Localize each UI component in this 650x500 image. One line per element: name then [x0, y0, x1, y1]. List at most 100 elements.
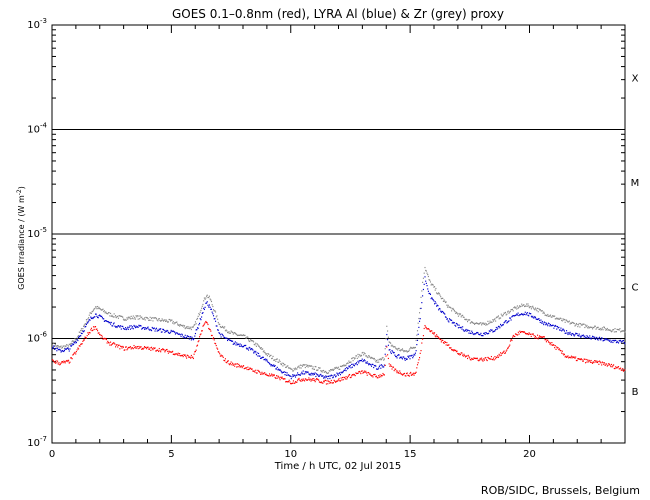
data-point: [515, 306, 517, 308]
data-point: [500, 325, 502, 327]
data-point: [58, 346, 60, 348]
data-point: [234, 365, 236, 367]
data-point: [236, 333, 238, 336]
data-point: [236, 363, 238, 365]
data-point: [416, 339, 419, 341]
data-point: [482, 360, 484, 362]
data-point: [427, 288, 429, 290]
data-point: [412, 357, 414, 359]
data-point: [243, 365, 245, 367]
data-point: [127, 316, 129, 318]
data-point: [492, 330, 495, 333]
data-point: [63, 360, 65, 362]
data-point: [616, 340, 618, 342]
data-point: [483, 323, 485, 325]
data-point: [295, 368, 297, 370]
data-point: [502, 351, 504, 353]
data-point: [588, 337, 590, 339]
data-point: [385, 338, 387, 340]
data-point: [596, 326, 599, 329]
data-point: [459, 326, 461, 329]
data-point: [143, 327, 145, 329]
data-point: [200, 333, 202, 335]
data-point: [504, 311, 507, 314]
data-point: [127, 318, 129, 320]
y-tick-label: 10-5: [27, 226, 47, 240]
data-point: [275, 360, 277, 362]
data-point: [301, 365, 304, 367]
data-point: [339, 380, 341, 382]
data-point: [205, 295, 208, 297]
data-point: [169, 318, 171, 321]
data-point: [584, 324, 587, 326]
data-point: [264, 358, 266, 361]
data-point: [90, 317, 92, 320]
data-point: [216, 347, 218, 349]
data-point: [593, 337, 595, 339]
data-point: [205, 297, 207, 299]
data-point: [107, 320, 109, 323]
data-point: [196, 344, 199, 346]
data-point: [353, 358, 356, 360]
data-point: [333, 379, 335, 381]
data-point: [280, 363, 282, 365]
data-point: [220, 354, 222, 356]
data-point: [194, 351, 196, 353]
data-point: [449, 347, 451, 349]
data-point: [565, 319, 567, 321]
data-point: [575, 332, 577, 334]
data-point: [238, 343, 240, 346]
data-point: [424, 276, 426, 278]
data-point: [179, 333, 181, 335]
data-point: [436, 305, 438, 307]
data-point: [365, 355, 367, 357]
data-point: [87, 322, 89, 324]
data-point: [67, 346, 69, 349]
data-point: [416, 330, 419, 332]
data-point: [186, 327, 188, 329]
data-point: [514, 307, 516, 309]
data-point: [575, 332, 577, 335]
data-point: [477, 322, 479, 325]
data-point: [480, 322, 482, 324]
data-point: [582, 335, 584, 337]
data-point: [346, 377, 349, 379]
data-point: [500, 354, 502, 356]
data-point: [438, 337, 440, 340]
data-point: [423, 272, 425, 274]
data-point: [208, 306, 210, 308]
data-point: [258, 370, 260, 372]
data-point: [174, 322, 176, 324]
data-point: [101, 309, 103, 311]
data-point: [615, 331, 617, 333]
data-point: [281, 362, 283, 364]
data-point: [225, 361, 227, 363]
data-point: [469, 330, 471, 332]
data-point: [198, 324, 200, 326]
data-point: [422, 277, 424, 279]
data-point: [59, 364, 61, 366]
data-point: [587, 336, 589, 339]
data-point: [419, 318, 421, 320]
data-point: [52, 346, 54, 348]
data-point: [180, 355, 182, 357]
data-point: [313, 368, 316, 370]
data-point: [381, 374, 383, 377]
data-point: [335, 375, 337, 377]
data-point: [287, 381, 289, 383]
data-point: [229, 363, 231, 365]
data-point: [519, 314, 521, 316]
data-point: [421, 302, 423, 304]
data-point: [140, 346, 142, 348]
data-point: [368, 371, 370, 374]
data-point: [427, 328, 429, 330]
data-point: [440, 311, 442, 313]
data-point: [365, 370, 367, 372]
data-point: [494, 330, 496, 332]
data-point: [573, 322, 575, 325]
data-point: [514, 314, 516, 317]
data-point: [199, 314, 201, 316]
data-point: [412, 347, 414, 349]
data-point: [529, 333, 532, 335]
data-point: [463, 316, 465, 318]
